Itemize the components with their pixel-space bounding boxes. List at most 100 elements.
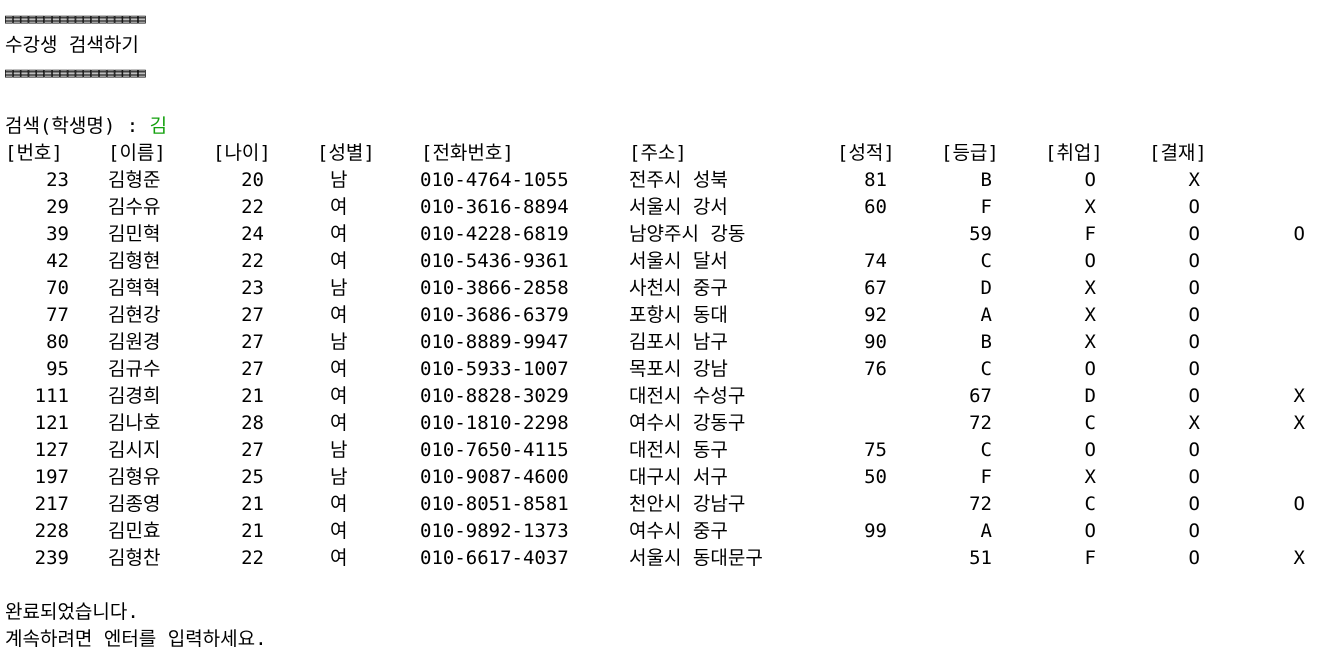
cell-grade: F — [1084, 223, 1096, 245]
cell-age: 24 — [241, 223, 264, 245]
cell-employment: O — [1084, 439, 1096, 461]
cell-grade: A — [980, 304, 992, 326]
cell-number: 23 — [46, 169, 69, 191]
cell-grade: C — [1084, 493, 1096, 515]
cell-address: 포항시 동대 — [629, 304, 728, 326]
box-border-top: ▤▤▤▤▤▤▤▤▤▤▤▤▤▤▤▤▤▤ — [5, 12, 146, 27]
cell-grade: D — [980, 277, 992, 299]
cell-gender: 여 — [330, 358, 348, 380]
cell-phone: 010-8051-8581 — [420, 493, 569, 515]
cell-score: 75 — [864, 439, 887, 461]
cell-score: 60 — [864, 196, 887, 218]
cell-score: 76 — [864, 358, 887, 380]
table-row: 228 김민효 21 여 010-9892-1373 여수시 중구 99 A O O — [0, 518, 1320, 545]
cell-number: 70 — [46, 277, 69, 299]
cell-payment: O — [1293, 223, 1305, 245]
cell-grade: F — [1084, 547, 1096, 569]
cell-employment: O — [1188, 493, 1200, 515]
cell-gender: 여 — [330, 385, 348, 407]
search-prompt: 검색(학생명) : — [5, 115, 150, 137]
cell-age: 22 — [241, 547, 264, 569]
cell-name: 김규수 — [108, 358, 161, 380]
cell-phone: 010-3866-2858 — [420, 277, 569, 299]
cell-gender: 남 — [330, 331, 348, 353]
cell-grade: B — [980, 169, 992, 191]
done-message: 완료되었습니다. — [5, 601, 139, 623]
cell-number: 80 — [46, 331, 69, 353]
cell-payment: X — [1293, 385, 1305, 407]
cell-payment: X — [1293, 547, 1305, 569]
cell-address: 대전시 수성구 — [629, 385, 746, 407]
cell-phone: 010-9892-1373 — [420, 520, 569, 542]
cell-score: 99 — [864, 520, 887, 542]
cell-address: 사천시 중구 — [629, 277, 728, 299]
cell-score: 81 — [864, 169, 887, 191]
cell-name: 김원경 — [108, 331, 161, 353]
table-row: 39 김민혁 24 여 010-4228-6819 남양주시 강동 59 F O O — [0, 221, 1320, 248]
table-row: 127 김시지 27 남 010-7650-4115 대전시 동구 75 C O O — [0, 437, 1320, 464]
cell-number: 39 — [46, 223, 69, 245]
cell-phone: 010-3616-8894 — [420, 196, 569, 218]
cell-employment: X — [1084, 304, 1096, 326]
cell-name: 김형현 — [108, 250, 161, 272]
cell-payment: X — [1293, 412, 1305, 434]
cell-score: 59 — [969, 223, 992, 245]
cell-number: 239 — [34, 547, 69, 569]
table-header: [번호] [이름] [나이] [성별] [전화번호] [주소] [성적] [등급] [취업] [결… — [0, 140, 1320, 167]
cell-name: 김수유 — [108, 196, 161, 218]
cell-phone: 010-8828-3029 — [420, 385, 569, 407]
cell-name: 김현강 — [108, 304, 161, 326]
cell-age: 21 — [241, 520, 264, 542]
cell-name: 김형찬 — [108, 547, 161, 569]
cell-phone: 010-7650-4115 — [420, 439, 569, 461]
table-row: 239 김형찬 22 여 010-6617-4037 서울시 동대문구 51 F O X — [0, 545, 1320, 572]
cell-name: 김민효 — [108, 520, 161, 542]
cell-gender: 남 — [330, 277, 348, 299]
cell-phone: 010-9087-4600 — [420, 466, 569, 488]
cell-employment: X — [1084, 466, 1096, 488]
cell-grade: C — [980, 439, 992, 461]
search-input[interactable]: 김 — [149, 115, 168, 137]
cell-name: 김혁혁 — [108, 277, 161, 299]
cell-payment: O — [1188, 304, 1200, 326]
cell-payment: O — [1188, 439, 1200, 461]
cell-score: 51 — [969, 547, 992, 569]
search-line: 검색(학생명) : 김 — [5, 113, 167, 140]
column-header: [번호] — [5, 142, 63, 164]
cell-employment: O — [1084, 358, 1096, 380]
cell-grade: F — [980, 196, 992, 218]
cell-grade: C — [1084, 412, 1096, 434]
cell-gender: 여 — [330, 493, 348, 515]
column-header: [결재] — [1149, 142, 1207, 164]
table-row: 111 김경희 21 여 010-8828-3029 대전시 수성구 67 D O X — [0, 383, 1320, 410]
cell-address: 전주시 성북 — [629, 169, 728, 191]
cell-address: 김포시 남구 — [629, 331, 728, 353]
cell-employment: O — [1084, 169, 1096, 191]
cell-score: 67 — [864, 277, 887, 299]
cell-age: 27 — [241, 439, 264, 461]
cell-address: 남양주시 강동 — [629, 223, 746, 245]
cell-phone: 010-4764-1055 — [420, 169, 569, 191]
cell-employment: X — [1084, 331, 1096, 353]
table-row: 95 김규수 27 여 010-5933-1007 목포시 강남 76 C O O — [0, 356, 1320, 383]
cell-address: 목포시 강남 — [629, 358, 728, 380]
cell-phone: 010-4228-6819 — [420, 223, 569, 245]
column-header: [주소] — [629, 142, 687, 164]
cell-payment: O — [1188, 466, 1200, 488]
table-row: 29 김수유 22 여 010-3616-8894 서울시 강서 60 F X O — [0, 194, 1320, 221]
cell-grade: B — [980, 331, 992, 353]
cell-age: 25 — [241, 466, 264, 488]
cell-payment: O — [1188, 196, 1200, 218]
table-row: 42 김형현 22 여 010-5436-9361 서울시 달서 74 C O O — [0, 248, 1320, 275]
cell-grade: C — [980, 250, 992, 272]
cell-address: 여수시 강동구 — [629, 412, 746, 434]
cell-score: 72 — [969, 412, 992, 434]
cell-gender: 여 — [330, 223, 348, 245]
cell-gender: 남 — [330, 169, 348, 191]
cell-age: 28 — [241, 412, 264, 434]
cell-score: 67 — [969, 385, 992, 407]
cell-number: 217 — [34, 493, 69, 515]
cell-phone: 010-3686-6379 — [420, 304, 569, 326]
box-border-bottom: ▤▤▤▤▤▤▤▤▤▤▤▤▤▤▤▤▤▤ — [5, 66, 146, 81]
cell-payment: O — [1188, 331, 1200, 353]
